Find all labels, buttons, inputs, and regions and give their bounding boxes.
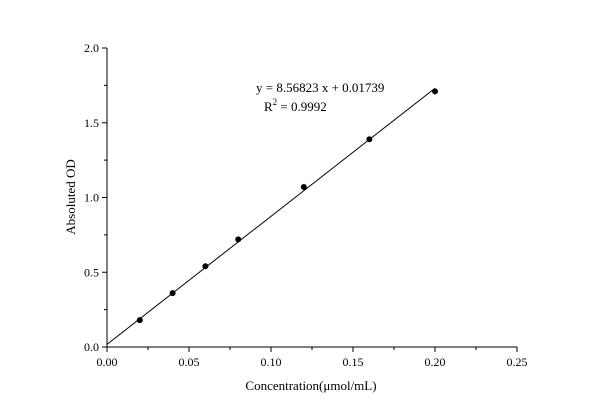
data-point: [366, 136, 373, 143]
fit-equation: y = 8.56823 x + 0.01739: [256, 80, 384, 95]
y-tick-label: 0.5: [84, 265, 99, 279]
fit-line-layer: [106, 87, 436, 345]
data-point: [202, 263, 209, 270]
x-tick-label: 0.25: [507, 355, 528, 369]
fit-line: [106, 87, 436, 345]
r-squared-superscript: 2: [273, 97, 278, 107]
data-point: [432, 88, 438, 95]
data-point: [136, 317, 143, 324]
y-axis-title: Absoluted OD: [63, 159, 78, 234]
r-squared-value: = 0.9992: [277, 99, 327, 114]
x-tick-label: 0.15: [343, 355, 364, 369]
x-tick-label: 0.10: [261, 355, 282, 369]
ticks: 0.00 0.05 0.10 0.15 0.20 0.25 0.0 0.5 1.0 1.5 2.0: [84, 41, 528, 369]
x-tick-label: 0.05: [179, 355, 200, 369]
data-point: [235, 236, 242, 243]
y-tick-label: 0.0: [84, 340, 99, 354]
x-tick-label: 0.20: [425, 355, 446, 369]
y-tick-label: 1.5: [84, 116, 99, 130]
data-point: [169, 290, 176, 297]
data-points: [136, 88, 438, 324]
r-squared-prefix: R: [264, 99, 273, 114]
x-axis-title: Concentration(μmol/mL): [245, 378, 376, 393]
y-tick-label: 2.0: [84, 41, 99, 55]
r-squared: R2 = 0.9992: [264, 97, 327, 114]
x-tick-label: 0.00: [97, 355, 118, 369]
data-point: [300, 184, 307, 191]
y-tick-label: 1.0: [84, 191, 99, 205]
